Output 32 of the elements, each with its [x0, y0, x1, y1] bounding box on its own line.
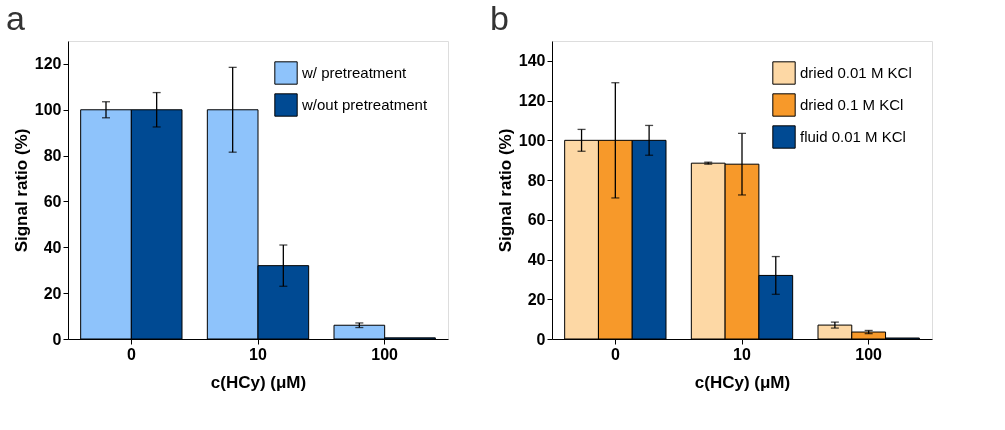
x-axis-title: c(HCy) (μM) [210, 372, 307, 392]
y-tick-label: 20 [527, 290, 546, 308]
y-tick-label: 40 [43, 238, 62, 256]
legend-label: dried 0.01 M KCl [800, 64, 912, 81]
chart-title: b [490, 0, 509, 37]
x-tick-label: 10 [733, 345, 751, 363]
chart-title: a [6, 0, 25, 37]
legend-label: fluid 0.01 M KCl [800, 128, 906, 145]
y-tick-label: 100 [518, 131, 546, 149]
y-axis-title: Signal ratio (%) [495, 128, 515, 253]
y-tick-label: 120 [34, 55, 62, 73]
x-tick-label: 10 [249, 345, 267, 363]
x-axis-title: c(HCy) (μM) [694, 372, 791, 392]
y-tick-label: 60 [527, 211, 546, 229]
x-tick-label: 0 [126, 345, 136, 363]
x-tick-label: 100 [855, 345, 883, 363]
y-tick-label: 80 [43, 147, 62, 165]
y-tick-label: 0 [536, 330, 546, 348]
y-tick-label: 120 [518, 92, 546, 110]
y-tick-label: 140 [518, 52, 546, 70]
y-tick-label: 80 [527, 171, 546, 189]
y-tick-label: 40 [527, 251, 546, 269]
y-tick-label: 60 [43, 192, 62, 210]
y-tick-label: 20 [43, 284, 62, 302]
x-tick-label: 100 [371, 345, 399, 363]
y-axis-title: Signal ratio (%) [11, 128, 31, 253]
y-tick-label: 100 [34, 101, 62, 119]
x-tick-label: 0 [610, 345, 620, 363]
legend-label: dried 0.1 M KCl [800, 96, 904, 113]
legend-label: w/out pretreatment [301, 96, 428, 113]
legend-label: w/ pretreatment [301, 64, 408, 81]
y-tick-label: 0 [52, 330, 62, 348]
